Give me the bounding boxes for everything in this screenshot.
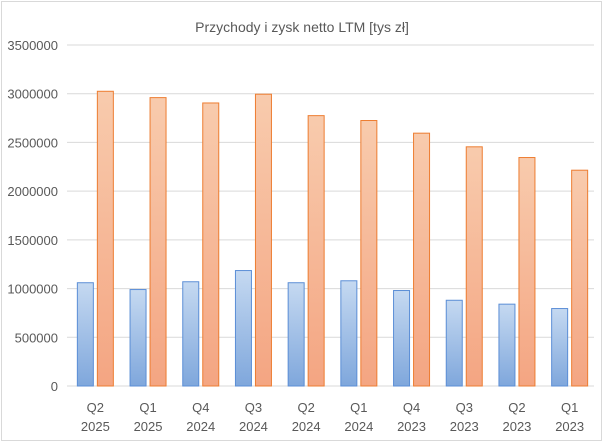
- bar-series-1: [551, 308, 569, 387]
- bar-series-1: [287, 282, 305, 387]
- y-tick-label: 1000000: [7, 282, 58, 297]
- x-tick-label: Q1: [561, 400, 578, 415]
- x-tick-label: Q4: [192, 400, 209, 415]
- y-tick-label: 2000000: [7, 184, 58, 199]
- bar-series-2: [465, 146, 483, 387]
- bar-series-2: [413, 132, 431, 387]
- x-tick-label: 2023: [397, 419, 426, 434]
- bars: [76, 90, 589, 387]
- y-tick-label: 2500000: [7, 135, 58, 150]
- x-tick-label: 2023: [555, 419, 584, 434]
- bar-series-1: [76, 282, 94, 387]
- bar-series-2: [307, 115, 325, 387]
- x-tick-label: Q2: [87, 400, 104, 415]
- x-tick-label: Q2: [508, 400, 525, 415]
- x-tick-label: Q3: [456, 400, 473, 415]
- y-tick-label: 1500000: [7, 233, 58, 248]
- x-tick-label: 2023: [450, 419, 479, 434]
- bar-series-1: [340, 280, 358, 387]
- y-tick-label: 3500000: [7, 38, 58, 53]
- x-tick-label: 2024: [344, 419, 373, 434]
- bar-series-2: [360, 120, 378, 387]
- bar-series-1: [182, 281, 200, 387]
- y-tick-label: 500000: [15, 330, 58, 345]
- x-tick-label: Q1: [350, 400, 367, 415]
- bar-series-2: [149, 97, 167, 387]
- bar-series-2: [571, 169, 589, 387]
- y-axis-ticks: 0 500000 1000000 1500000 2000000 2500000 30000…: [7, 38, 58, 394]
- bar-series-2: [518, 157, 536, 387]
- x-axis-ticks: Q2 2025 Q1 2025 Q4 2024 Q3 2024 Q2 2024 Q1 2024 Q4 20…: [81, 400, 584, 434]
- bar-series-1: [129, 289, 147, 387]
- bar-series-2: [202, 102, 220, 387]
- bar-series-2: [254, 93, 272, 387]
- bar-series-1: [445, 299, 463, 387]
- bar-series-1: [234, 270, 252, 387]
- bar-series-1: [393, 290, 411, 387]
- x-tick-label: 2025: [81, 419, 110, 434]
- chart-title: Przychody i zysk netto LTM [tys zł]: [195, 19, 409, 35]
- x-tick-label: Q1: [139, 400, 156, 415]
- x-tick-label: 2024: [186, 419, 215, 434]
- x-tick-label: Q2: [297, 400, 314, 415]
- x-tick-label: 2025: [134, 419, 163, 434]
- bar-series-1: [498, 303, 516, 387]
- bar-series-2: [96, 90, 114, 387]
- y-tick-label: 3000000: [7, 87, 58, 102]
- x-tick-label: 2024: [239, 419, 268, 434]
- y-tick-label: 0: [51, 379, 58, 394]
- x-tick-label: Q3: [245, 400, 262, 415]
- x-tick-label: 2023: [502, 419, 531, 434]
- x-tick-label: Q4: [403, 400, 420, 415]
- x-tick-label: 2024: [292, 419, 321, 434]
